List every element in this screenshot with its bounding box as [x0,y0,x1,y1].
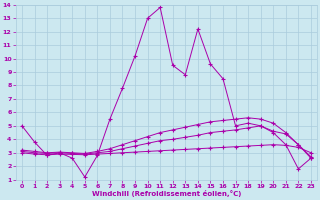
X-axis label: Windchill (Refroidissement éolien,°C): Windchill (Refroidissement éolien,°C) [92,190,241,197]
